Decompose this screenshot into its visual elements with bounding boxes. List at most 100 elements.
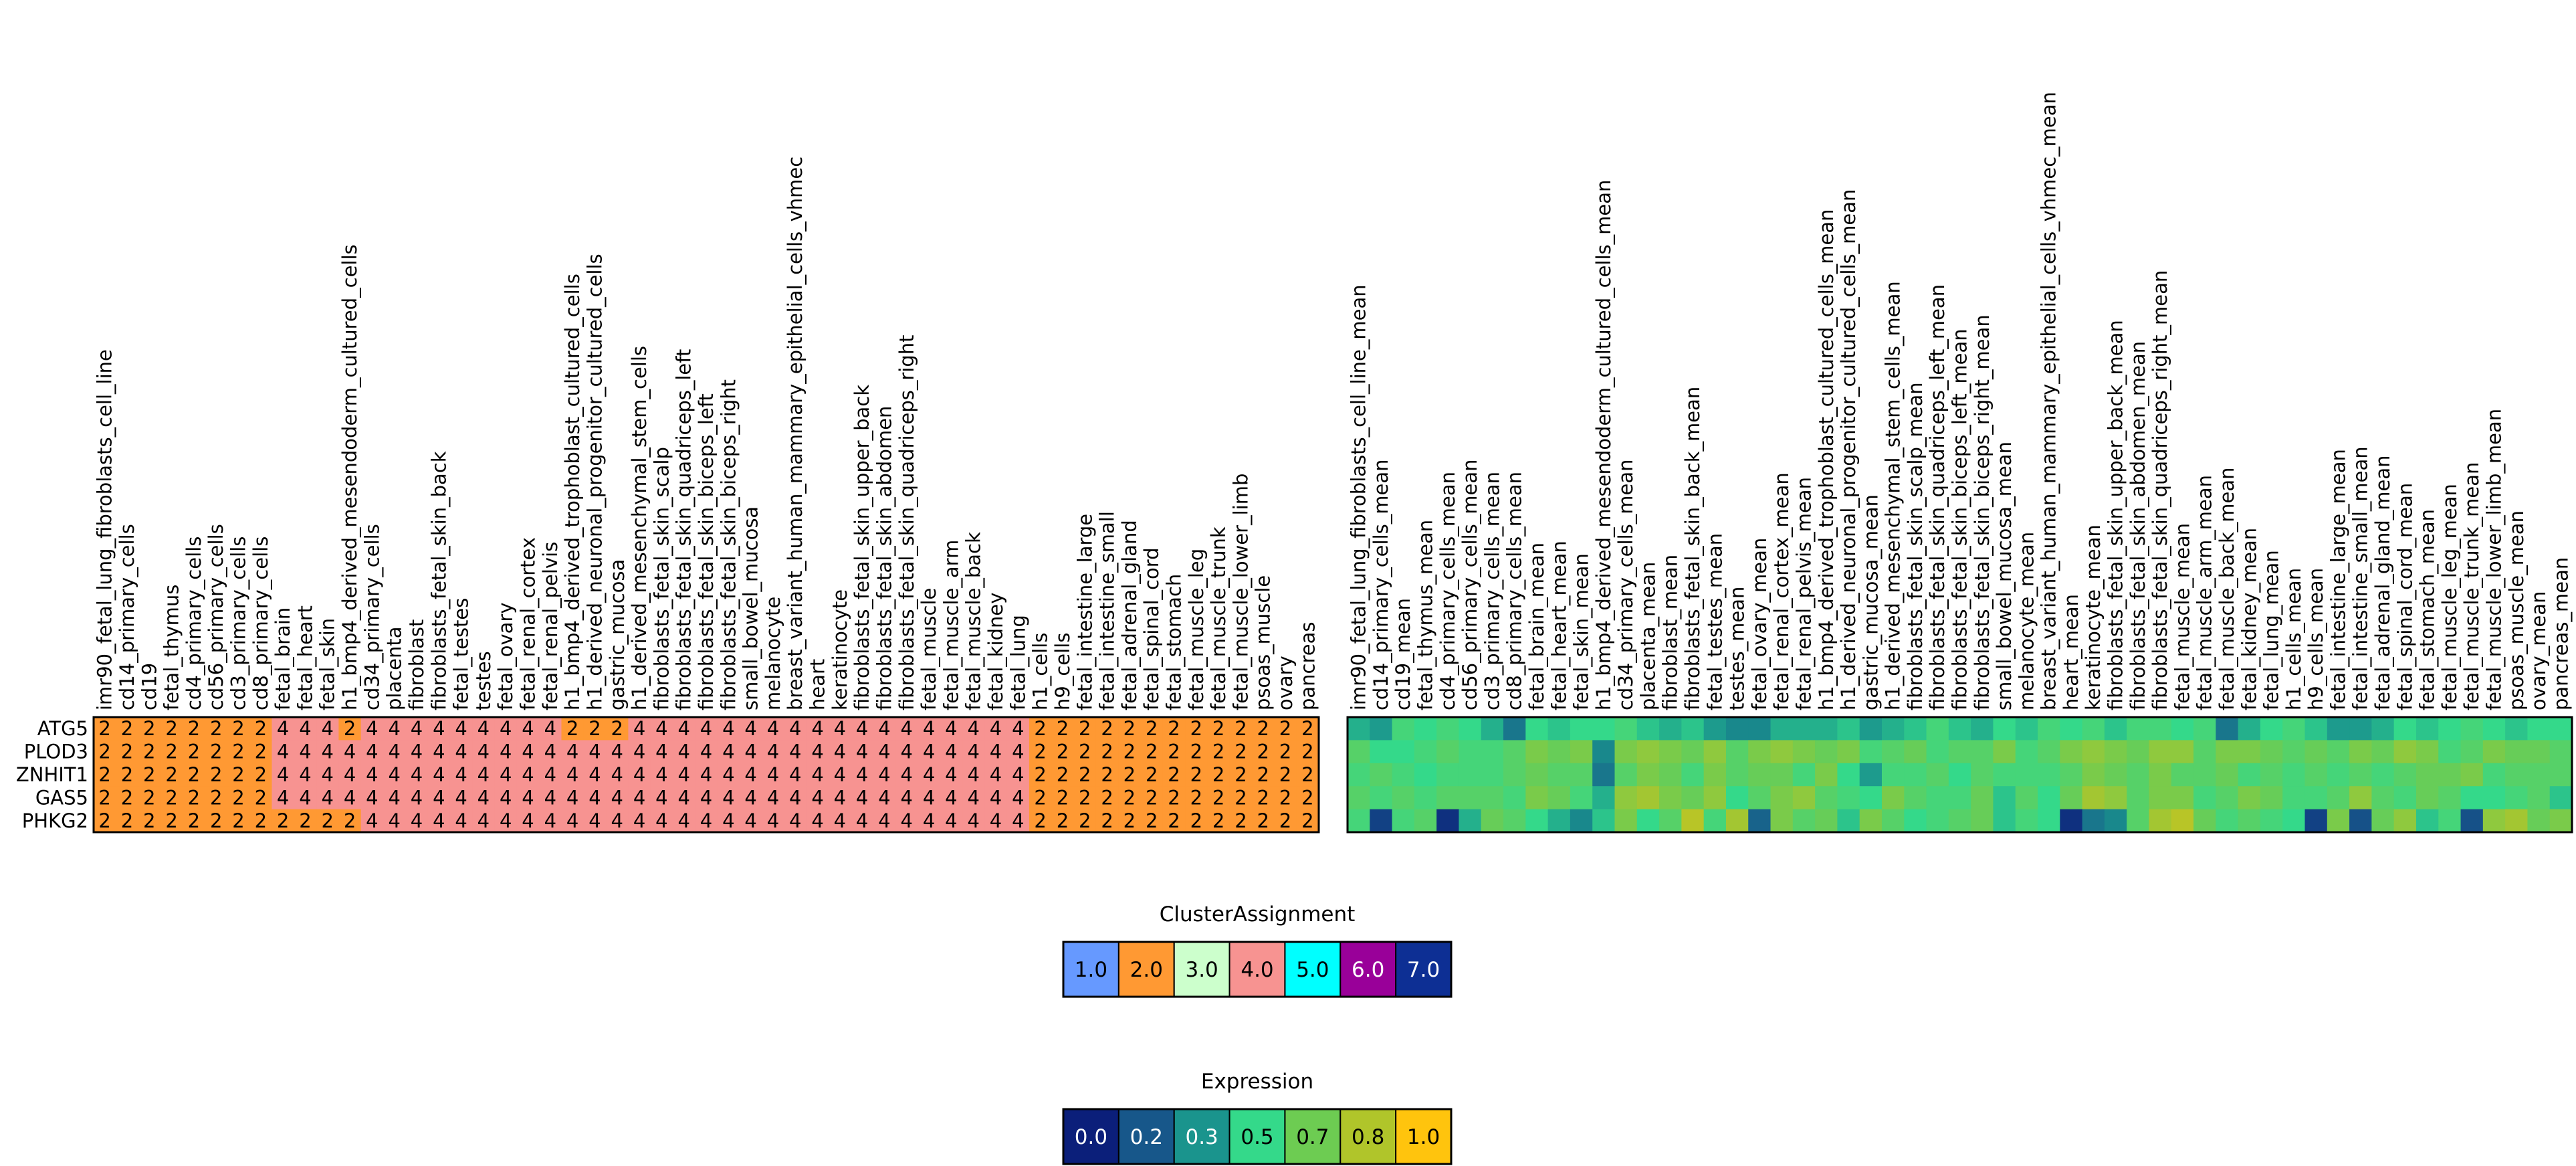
cell-value-label: 4 [588, 763, 601, 786]
heatmap-cell [360, 763, 384, 787]
heatmap-cell [338, 763, 362, 787]
cluster-legend-title: ClusterAssignment [1160, 902, 1356, 927]
heatmap-cell [2216, 809, 2239, 833]
heatmap-cell [1904, 740, 1927, 764]
cell-value-label: 2 [165, 763, 177, 786]
legend-swatch [1117, 1108, 1175, 1165]
cell-value-label: 2 [1034, 786, 1046, 809]
column-label: fetal_intestine_large [1073, 514, 1096, 710]
cell-value-label: 4 [878, 741, 890, 763]
cell-value-label: 4 [722, 786, 734, 809]
heatmap-cell [1993, 809, 2016, 833]
heatmap-cell [650, 786, 673, 810]
cell-value-label: 2 [1034, 763, 1046, 786]
heatmap-cell [1503, 809, 1526, 833]
heatmap-cell [940, 786, 963, 810]
heatmap-cell [249, 763, 273, 787]
cell-value-label: 2 [143, 809, 155, 832]
column-label: h1_derived_mesenchymal_stem_cells_mean [1882, 281, 1905, 710]
cell-value-label: 2 [1235, 786, 1247, 809]
row-label: PLOD3 [24, 741, 88, 763]
column-label: h1_derived_neuronal_progenitor_cultured_… [583, 254, 606, 710]
column-label: fetal_stomach_mean [2416, 509, 2439, 710]
cell-value-label: 4 [722, 717, 734, 740]
cell-value-label: 2 [188, 763, 200, 786]
heatmap-cell [2260, 763, 2283, 787]
heatmap-cell [2082, 809, 2105, 833]
heatmap-cell [316, 786, 339, 810]
heatmap-cell [116, 763, 139, 787]
heatmap-cell [583, 717, 607, 741]
heatmap-cell [1815, 786, 1838, 810]
heatmap-cell [2104, 809, 2127, 833]
column-label: fetal_brain_mean [1525, 543, 1548, 710]
heatmap-cell [1481, 763, 1504, 787]
cell-value-label: 4 [299, 741, 311, 763]
heatmap-cell [1926, 809, 1949, 833]
heatmap-cell [1636, 786, 1660, 810]
heatmap-cell [2549, 763, 2573, 787]
cell-value-label: 4 [923, 809, 935, 832]
cell-value-label: 4 [477, 763, 490, 786]
heatmap-cell [2038, 763, 2060, 787]
heatmap-cell [472, 809, 496, 833]
heatmap-cell [160, 809, 183, 833]
cell-value-label: 4 [767, 717, 779, 740]
cell-value-label: 4 [655, 763, 667, 786]
heatmap-cell [561, 717, 584, 741]
heatmap-cell [1770, 763, 1794, 787]
heatmap-cell [2238, 717, 2261, 741]
heatmap-cell [205, 763, 228, 787]
cell-value-label: 2 [255, 741, 267, 763]
cell-value-label: 4 [388, 786, 400, 809]
heatmap-cell [383, 763, 406, 787]
cell-value-label: 4 [588, 786, 601, 809]
heatmap-cell [2327, 717, 2350, 741]
heatmap-cell [1296, 740, 1319, 764]
cell-value-label: 4 [901, 741, 913, 763]
cell-value-label: 2 [1190, 763, 1202, 786]
heatmap-cell [829, 786, 852, 810]
heatmap-cell [1185, 717, 1208, 741]
cell-value-label: 4 [677, 809, 689, 832]
column-label: cd4_primary_cells [183, 537, 205, 710]
heatmap-cell [2371, 717, 2395, 741]
heatmap-cell [1207, 763, 1230, 787]
heatmap-cell [717, 717, 740, 741]
cell-value-label: 4 [767, 786, 779, 809]
cell-value-label: 4 [700, 763, 712, 786]
column-label: fibroblast_mean [1659, 555, 1682, 710]
heatmap-cell [1006, 740, 1030, 764]
cell-value-label: 4 [789, 809, 801, 832]
heatmap-cell [918, 809, 941, 833]
heatmap-cell [1926, 740, 1949, 764]
cell-value-label: 2 [210, 809, 222, 832]
heatmap-cell [717, 786, 740, 810]
heatmap-cell [873, 786, 896, 810]
cell-value-label: 4 [789, 763, 801, 786]
heatmap-cell [1029, 763, 1052, 787]
cell-value-label: 2 [210, 786, 222, 809]
heatmap-cell [2393, 763, 2417, 787]
column-label: fetal_muscle_trunk_mean [2460, 462, 2483, 710]
cell-value-label: 2 [1257, 717, 1269, 740]
cell-value-label: 4 [945, 717, 957, 740]
cell-value-label: 2 [255, 809, 267, 832]
heatmap-cell [1274, 763, 1297, 787]
cell-value-label: 4 [744, 809, 756, 832]
heatmap-cell [1051, 717, 1075, 741]
heatmap-cell [2527, 740, 2551, 764]
column-label: melanocyte_mean [2015, 532, 2038, 710]
cell-value-label: 4 [856, 809, 868, 832]
heatmap-cell [1252, 786, 1275, 810]
heatmap-cell [183, 809, 206, 833]
heatmap-cell [1436, 786, 1460, 810]
cell-value-label: 2 [188, 809, 200, 832]
cell-value-label: 4 [811, 809, 823, 832]
cell-value-label: 4 [322, 786, 334, 809]
heatmap-cell [784, 809, 807, 833]
heatmap-cell [2038, 786, 2060, 810]
column-label: testes [472, 651, 495, 710]
heatmap-cell [2416, 763, 2439, 787]
